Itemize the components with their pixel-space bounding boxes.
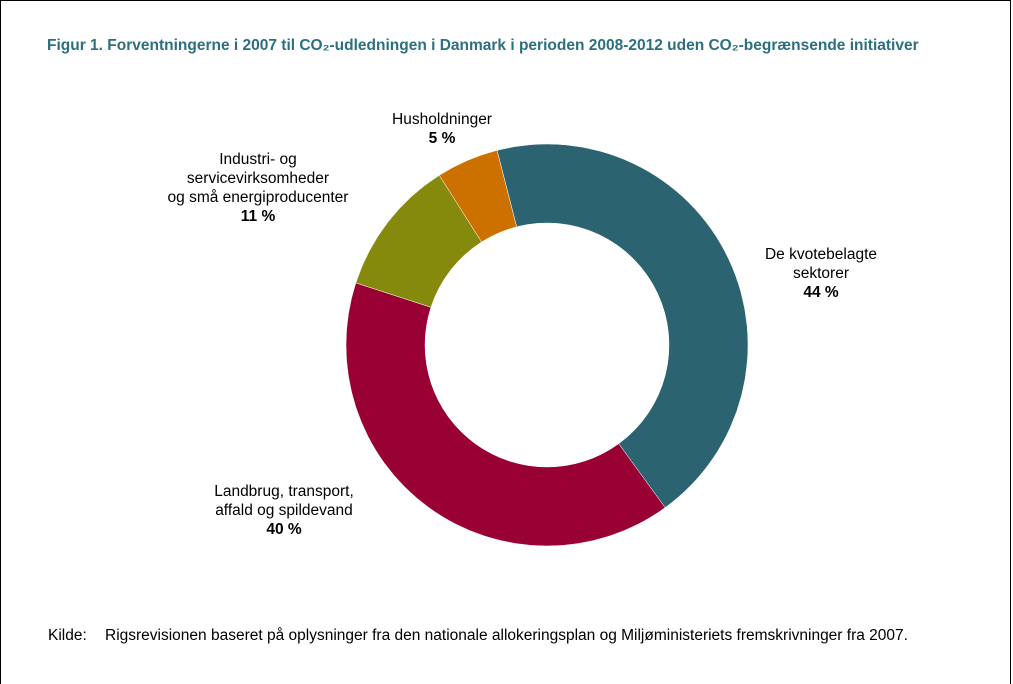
- slice-label: Husholdninger 5 %: [292, 110, 592, 148]
- value-label: 40 %: [266, 521, 302, 538]
- slice-label: Landbrug, transport, affald og spildevan…: [134, 482, 434, 539]
- slice-label: Industri- og servicevirksomheder og små …: [108, 150, 408, 226]
- chart-title: Figur 1. Forventningerne i 2007 til CO₂-…: [47, 37, 919, 54]
- category-label: Industri- og servicevirksomheder og små …: [167, 151, 349, 206]
- category-label: De kvotebelagte sektorer: [764, 246, 878, 282]
- source-label: Kilde:: [48, 627, 87, 644]
- value-label: 11 %: [240, 208, 276, 225]
- value-label: 44 %: [803, 284, 839, 301]
- slice-label: De kvotebelagte sektorer 44 %: [671, 245, 971, 302]
- value-label: 5 %: [428, 130, 456, 147]
- category-label: Landbrug, transport, affald og spildevan…: [214, 483, 354, 519]
- category-label: Husholdninger: [392, 111, 492, 128]
- source-text: Rigsrevisionen baseret på oplysninger fr…: [105, 627, 908, 644]
- donut-slice: [345, 282, 666, 547]
- donut-slice: [438, 150, 517, 243]
